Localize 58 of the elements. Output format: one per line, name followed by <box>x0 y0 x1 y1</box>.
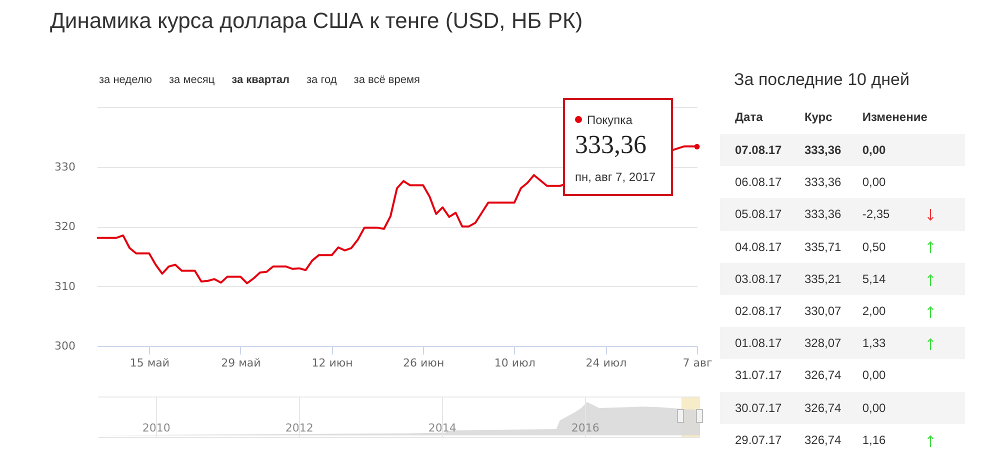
chart-title: Динамика курса доллара США к тенге (USD, НБ РК) <box>50 8 583 34</box>
data-label: 1,33 <box>862 335 887 352</box>
annotation: 333,36 <box>575 130 646 160</box>
text: Изменение <box>862 109 928 126</box>
x-tick-label: 29 май <box>221 356 261 370</box>
category-label: 04.08.17 <box>734 238 783 256</box>
x-tick-label: 24 июл <box>586 356 627 370</box>
annotation: пн, авг 7, 2017 <box>575 170 656 184</box>
data-label: 0,00 <box>862 142 887 160</box>
category-label: 06.08.17 <box>734 174 783 192</box>
data-label: 326,74 <box>804 400 842 417</box>
y-tick-label: 300 <box>54 340 76 352</box>
data-label: 330,07 <box>804 303 842 320</box>
text: за всё время <box>354 74 420 86</box>
text: За последние 10 дней <box>734 70 910 90</box>
data-label: 333,36 <box>804 174 842 192</box>
data-label: 335,21 <box>804 270 842 288</box>
x-tick-label: 15 май <box>130 356 170 370</box>
data-label: 0,00 <box>862 400 887 417</box>
text: за квартал <box>232 74 290 86</box>
category-label: 29.07.17 <box>734 432 783 449</box>
x-tick-label: 2012 <box>285 422 314 434</box>
data-label: 0,00 <box>862 367 887 384</box>
text: Дата <box>734 109 764 126</box>
legend-label: Покупка <box>586 113 632 127</box>
y-tick-label: 320 <box>54 220 76 233</box>
text: за неделю <box>99 74 152 86</box>
category-label: 07.08.17 <box>734 142 783 160</box>
x-tick-label: 7 авг <box>682 356 712 370</box>
data-label: 333,36 <box>804 206 842 224</box>
text: за месяц <box>169 74 215 86</box>
data-label: 1,16 <box>862 432 887 449</box>
x-tick-label: 10 июл <box>494 356 536 370</box>
data-label: 0,00 <box>862 174 887 192</box>
data-label: 333,36 <box>804 142 842 160</box>
y-tick-label: 310 <box>54 280 76 293</box>
data-label: 328,07 <box>804 335 842 352</box>
x-tick-label: 26 июн <box>403 356 444 370</box>
category-label: 30.07.17 <box>734 400 783 417</box>
category-label: 31.07.17 <box>734 367 783 384</box>
data-label: -2,35 <box>862 206 891 224</box>
category-label: 01.08.17 <box>734 335 783 352</box>
data-label: 2,00 <box>862 303 887 320</box>
y-tick-label: 330 <box>54 160 76 174</box>
series-label: Курс <box>804 109 834 126</box>
data-label: 0,50 <box>862 238 887 256</box>
x-tick-label: 2014 <box>428 422 456 434</box>
category-label: 02.08.17 <box>734 303 783 320</box>
category-label: 05.08.17 <box>734 206 783 224</box>
x-tick-label: 12 июн <box>312 356 353 370</box>
data-label: 335,71 <box>804 238 842 256</box>
text: за год <box>306 74 337 86</box>
category-label: 03.08.17 <box>734 270 783 288</box>
data-label: 326,74 <box>804 432 842 449</box>
data-label: 326,74 <box>804 367 842 384</box>
x-tick-label: 2016 <box>571 422 600 434</box>
x-tick-label: 2010 <box>142 422 170 434</box>
data-label: 5,14 <box>862 270 887 288</box>
